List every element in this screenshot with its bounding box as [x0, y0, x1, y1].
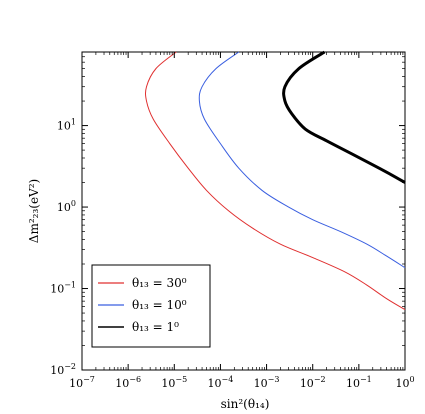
- axis-ticks: [81, 51, 406, 371]
- y-tick-label: 101: [57, 118, 76, 133]
- x-axis-title: sin²(θ₁₄): [221, 397, 270, 411]
- legend-label-theta13-10: θ₁₃ = 10⁰: [132, 298, 187, 312]
- x-tick-label: 10−2: [300, 375, 326, 390]
- legend-label-theta13-30: θ₁₃ = 30⁰: [132, 276, 187, 290]
- series-lines: [144, 50, 406, 311]
- x-tick-label: 10−5: [161, 375, 187, 390]
- series-line-theta13-10: [198, 51, 406, 269]
- x-tick-label: 100: [395, 375, 414, 390]
- legend-label-theta13-1: θ₁₃ = 1⁰: [132, 320, 179, 334]
- y-axis-title: Δm²₂₃(eV²): [27, 179, 41, 243]
- x-tick-label: 10−1: [346, 375, 372, 390]
- y-tick-label: 10−1: [50, 281, 76, 296]
- series-line-theta13-1: [282, 50, 406, 184]
- legend-box: [91, 264, 211, 348]
- tick-labels: 10−7 10−6 10−5 10−4 10−3 10−2 10−1 100 10−2 10−1 1…: [50, 118, 414, 390]
- y-tick-label: 10−2: [50, 362, 76, 377]
- legend: θ₁₃ = 30⁰ θ₁₃ = 10⁰ θ₁₃ = 1⁰: [91, 264, 211, 348]
- series-line-theta13-30: [144, 51, 406, 311]
- y-tick-label: 100: [57, 199, 76, 214]
- x-tick-label: 10−7: [69, 375, 95, 390]
- x-tick-label: 10−3: [254, 375, 280, 390]
- x-tick-label: 10−4: [208, 375, 234, 390]
- x-tick-label: 10−6: [115, 375, 141, 390]
